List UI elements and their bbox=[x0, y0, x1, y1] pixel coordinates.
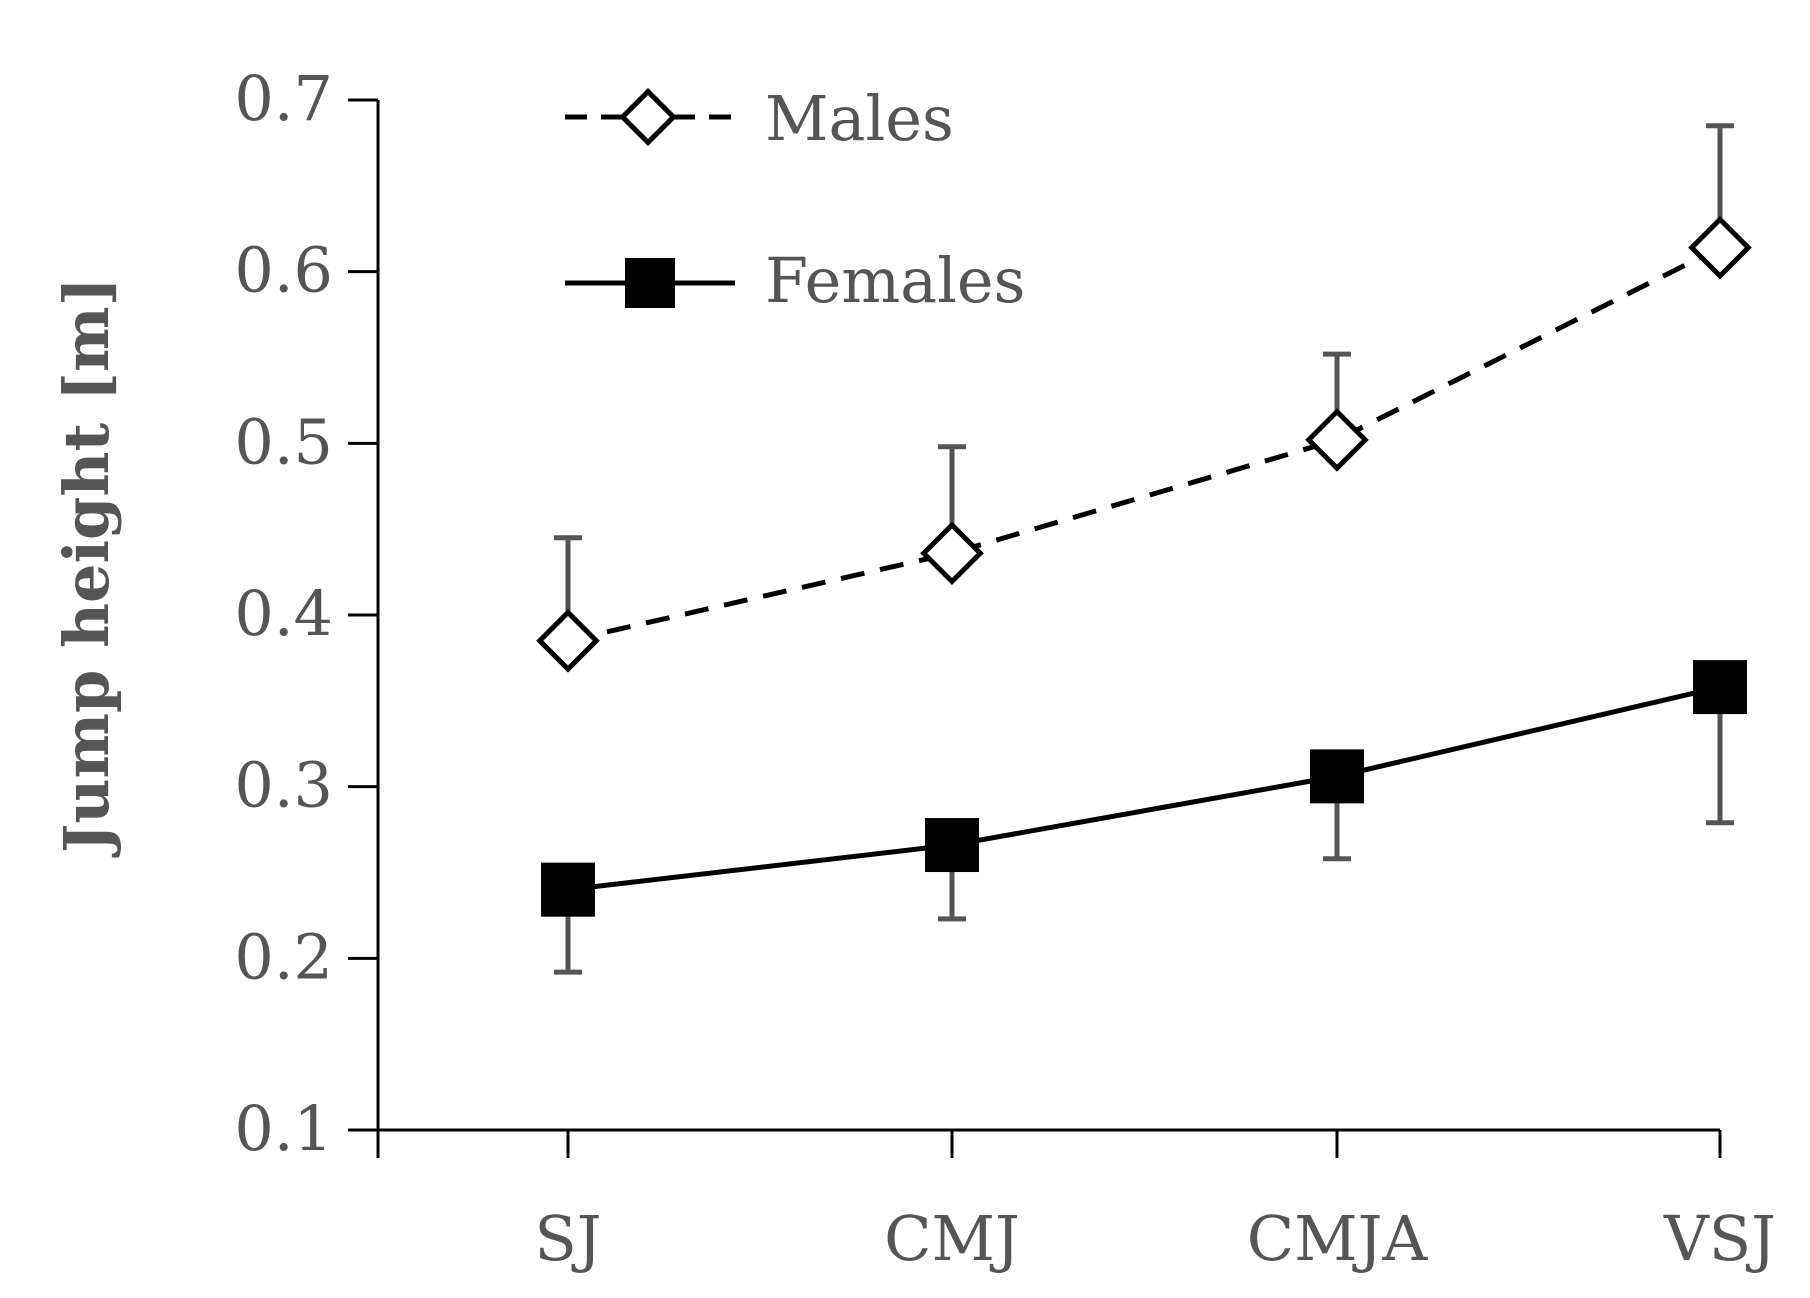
y-tick-label: 0.2 bbox=[234, 920, 333, 993]
x-category-label: VSJ bbox=[1663, 1202, 1776, 1275]
data-point-males bbox=[536, 608, 600, 673]
data-point-females bbox=[1693, 660, 1747, 715]
y-tick-label: 0.6 bbox=[234, 234, 333, 307]
legend-females-label: Females bbox=[765, 244, 1025, 317]
legend-females-marker bbox=[625, 258, 675, 308]
legend: Males Females bbox=[565, 82, 1025, 317]
series-females bbox=[541, 660, 1747, 975]
y-tick-label: 0.1 bbox=[234, 1092, 333, 1165]
legend-males-label: Males bbox=[765, 82, 954, 155]
series-line-females bbox=[567, 684, 1721, 893]
data-point-females bbox=[1310, 749, 1364, 804]
y-tick-label: 0.7 bbox=[234, 62, 333, 135]
series-line-males bbox=[567, 245, 1722, 644]
x-category-label: CMJA bbox=[1247, 1202, 1429, 1275]
y-tick-label: 0.5 bbox=[234, 405, 333, 478]
axes bbox=[348, 100, 1720, 1132]
y-tick-label: 0.4 bbox=[234, 577, 333, 650]
y-ticks: 0.1 0.2 0.3 0.4 0.5 0.6 0.7 bbox=[234, 62, 378, 1165]
series-males bbox=[536, 123, 1752, 673]
data-point-males bbox=[1688, 215, 1752, 280]
y-tick-label: 0.3 bbox=[234, 749, 333, 822]
data-point-males bbox=[1305, 408, 1369, 472]
x-category-label: CMJ bbox=[884, 1202, 1020, 1275]
series bbox=[536, 123, 1752, 975]
x-category-label: SJ bbox=[534, 1202, 601, 1275]
y-axis-label: Jump height [m] bbox=[50, 277, 123, 858]
data-point-females bbox=[925, 818, 979, 873]
data-point-males bbox=[920, 521, 984, 586]
legend-males-marker bbox=[619, 88, 677, 146]
x-ticks: SJ CMJ CMJA VSJ bbox=[376, 1130, 1776, 1275]
data-point-females bbox=[541, 862, 595, 917]
